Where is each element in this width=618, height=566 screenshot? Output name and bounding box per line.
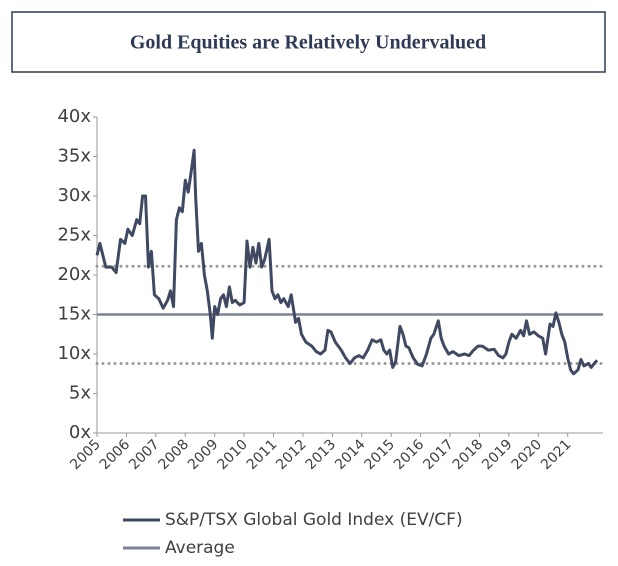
y-tick-label: 35x <box>57 146 91 167</box>
x-tick-label: 2011 <box>244 437 281 474</box>
x-tick-label: 2015 <box>361 437 398 474</box>
chart-title: Gold Equities are Relatively Undervalued <box>130 32 486 54</box>
x-tick-label: 2018 <box>450 437 487 474</box>
y-tick-label: 25x <box>57 225 91 246</box>
x-tick-label: 2012 <box>273 437 310 474</box>
y-tick-label: 10x <box>57 343 91 364</box>
x-tick-label: 2007 <box>126 437 163 474</box>
x-tick-label: 2010 <box>214 437 251 474</box>
x-tick-label: 2014 <box>332 436 369 473</box>
data-line <box>95 148 599 376</box>
x-tick-label: 2008 <box>156 437 193 474</box>
x-tick-label: 2006 <box>97 436 134 473</box>
x-tick-label: 2020 <box>509 437 546 474</box>
y-tick-label: 0x <box>69 422 91 443</box>
y-tick-label: 40x <box>57 106 91 127</box>
legend-label: Average <box>165 538 235 558</box>
y-tick-label: 20x <box>57 264 91 285</box>
x-tick-label: 2019 <box>479 437 516 474</box>
x-tick-label: 2013 <box>303 437 340 474</box>
y-tick-label: 15x <box>57 304 91 325</box>
legend-label: S&P/TSX Global Gold Index (EV/CF) <box>165 510 463 530</box>
x-tick-label: 2016 <box>391 436 428 473</box>
x-tick-label: 2021 <box>538 437 575 474</box>
x-tick-label: 2009 <box>185 437 222 474</box>
title-box <box>11 11 606 73</box>
y-tick-label: 30x <box>57 185 91 206</box>
x-tick-label: 2017 <box>420 437 457 474</box>
y-tick-label: 5x <box>69 383 91 404</box>
